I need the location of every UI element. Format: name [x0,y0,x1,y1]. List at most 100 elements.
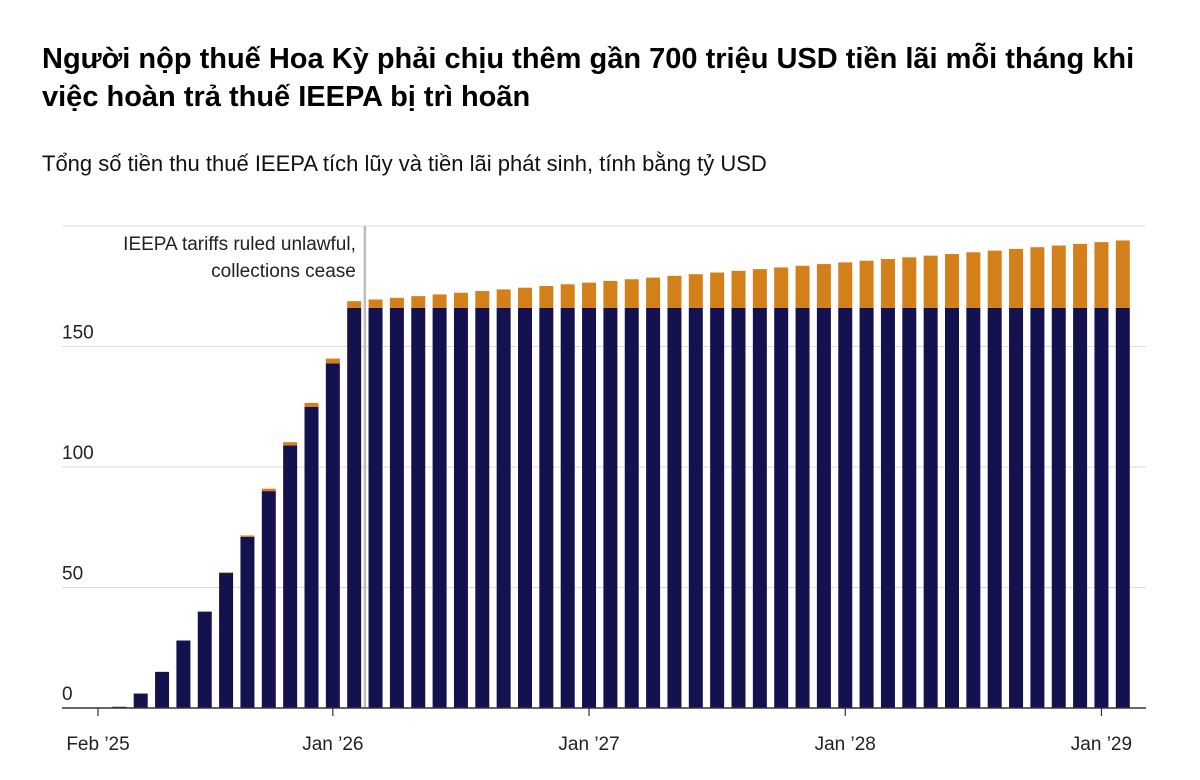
bar-collections [1073,307,1088,708]
bar-collections [496,307,511,708]
bar-interest [667,275,682,308]
bar-interest [646,277,661,308]
x-tick-label: Jan ’28 [815,734,876,755]
bar-collections [261,491,276,708]
y-tick-label: 100 [62,443,94,464]
bar-interest [1115,240,1130,308]
bar-collections [176,640,191,708]
bar-collections [603,307,618,708]
bar-collections [432,307,447,708]
bar-collections [752,307,767,708]
bar-interest [453,292,468,308]
bar-interest [325,358,340,364]
bar-interest [1094,242,1109,308]
bar-collections [731,307,746,708]
y-tick-label: 0 [62,684,73,705]
bar-collections [774,307,789,708]
bar-interest [261,488,276,492]
bar-collections [646,307,661,708]
bar-collections [688,307,703,708]
x-tick-label: Jan ’27 [558,734,619,755]
bar-collections [240,536,255,708]
chart-subtitle: Tổng số tiền thu thuế IEEPA tích lũy và … [42,151,767,176]
bar-interest [816,264,831,308]
bar-interest [774,267,789,308]
bar-collections [710,307,725,708]
bar-collections [304,406,319,708]
bar-interest [389,297,404,308]
bar-collections [539,307,554,708]
bar-collections [133,693,148,708]
chart-title: Người nộp thuế Hoa Kỳ phải chịu thêm gần… [42,43,1135,113]
bar-interest [1009,248,1024,308]
bar-collections [816,307,831,708]
bar-collections [453,307,468,708]
bar-interest [347,301,362,308]
bar-collections [795,307,810,708]
bar-collections [197,611,212,708]
bar-collections [518,307,532,708]
bar-interest [987,250,1002,308]
bar-collections [411,307,426,708]
bar-collections [1009,307,1024,708]
bar-interest [496,289,511,308]
bar-interest [902,257,917,308]
bar-collections [880,307,895,708]
bar-collections [325,363,340,708]
bar-collections [838,307,853,708]
bar-interest [859,260,874,308]
bar-interest [219,572,234,574]
y-tick-label: 150 [62,323,94,344]
bar-collections [389,307,404,708]
bar-interest [710,272,725,308]
bar-collections [1030,307,1045,708]
x-tick-label: Feb ’25 [66,734,129,755]
bar-interest [838,262,853,308]
bar-interest [411,296,426,308]
bar-interest [240,535,255,537]
bar-collections [1115,307,1130,708]
bar-collections [624,307,639,708]
bar-collections [945,307,959,708]
bar-collections [966,307,981,708]
bar-interest [539,286,554,308]
bar-interest [731,270,746,308]
bar-interest [752,269,767,308]
bar-interest [283,442,298,446]
bar-interest [795,265,810,308]
bar-collections [859,307,874,708]
bar-interest [880,259,895,308]
bar-collections [475,307,490,708]
bar-collections [219,573,234,708]
bar-collections [283,445,298,708]
bar-collections [902,307,917,708]
bar-interest [560,284,575,308]
bar-collections [347,307,362,708]
x-tick-label: Jan ’26 [302,734,363,755]
bar-interest [475,291,490,308]
bar-interest [368,299,383,308]
bar-interest [966,252,981,308]
bar-interest [582,282,597,308]
bar-interest [518,287,532,308]
bar-collections [155,671,170,708]
bar-interest [1030,247,1045,308]
bar-interest [1051,245,1066,308]
y-tick-label: 50 [62,564,83,585]
bar-collections [1094,307,1109,708]
bar-interest [688,274,703,308]
bar-interest [624,279,639,308]
bar-interest [432,294,447,308]
annotation-text: collections cease [211,261,356,282]
bar-collections [987,307,1002,708]
bar-collections [923,307,938,708]
bar-collections [582,307,597,708]
bar-interest [304,402,319,407]
bar-interest [1073,243,1088,308]
bar-collections [667,307,682,708]
bar-interest [603,280,618,308]
annotation-text: IEEPA tariffs ruled unlawful, [123,234,356,255]
x-tick-label: Jan ’29 [1071,734,1132,755]
bar-collections [560,307,575,708]
